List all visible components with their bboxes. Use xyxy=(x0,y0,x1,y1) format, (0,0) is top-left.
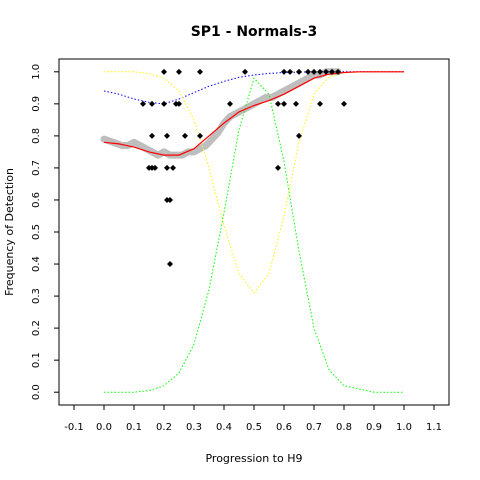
data-point xyxy=(182,132,188,139)
x-tick-label: 0.0 xyxy=(96,422,112,433)
data-point xyxy=(335,68,341,75)
data-point xyxy=(170,164,176,171)
data-point xyxy=(176,68,182,75)
y-tick-label: 0.6 xyxy=(31,192,42,208)
data-point xyxy=(227,100,233,107)
data-point xyxy=(149,132,155,139)
data-point xyxy=(167,261,173,268)
data-point xyxy=(296,68,302,75)
data-point xyxy=(275,164,281,171)
data-point xyxy=(167,196,173,203)
y-tick-label: 0.5 xyxy=(31,224,42,240)
y-tick-label: 0.4 xyxy=(31,256,42,272)
y-axis: 0.0 0.1 0.2 0.3 0.4 0.5 0.6 0.7 0.8 0.9 1.0 xyxy=(31,64,59,400)
chart-title: SP1 - Normals-3 xyxy=(191,24,318,40)
x-tick-label: 0.8 xyxy=(336,422,352,433)
data-point xyxy=(293,100,299,107)
data-point xyxy=(161,100,167,107)
data-point xyxy=(161,68,167,75)
data-point xyxy=(149,100,155,107)
data-point xyxy=(164,132,170,139)
x-tick-label: 0.4 xyxy=(216,422,232,433)
y-tick-label: 1.0 xyxy=(31,64,42,80)
data-point xyxy=(311,68,317,75)
y-tick-label: 0.2 xyxy=(31,320,42,336)
data-point xyxy=(323,68,329,75)
data-point xyxy=(305,68,311,75)
x-axis-label: Progression to H9 xyxy=(205,452,302,465)
y-tick-label: 0.1 xyxy=(31,352,42,368)
data-point xyxy=(281,68,287,75)
y-tick-label: 0.9 xyxy=(31,96,42,112)
blue-dotted-curve xyxy=(103,71,404,105)
x-tick-label: 0.3 xyxy=(186,422,202,433)
y-tick-label: 0.8 xyxy=(31,128,42,144)
data-point xyxy=(152,164,158,171)
data-point xyxy=(197,68,203,75)
data-point xyxy=(197,132,203,139)
x-tick-label: 1.0 xyxy=(396,422,412,433)
green-dotted-curve xyxy=(104,77,404,393)
data-point xyxy=(281,100,287,107)
data-point xyxy=(329,68,335,75)
data-point xyxy=(164,164,170,171)
data-point xyxy=(176,100,182,107)
data-point xyxy=(341,100,347,107)
y-tick-label: 0.7 xyxy=(31,160,42,176)
y-tick-label: 0.0 xyxy=(31,384,42,400)
x-tick-label: 1.1 xyxy=(426,422,442,433)
fit-line xyxy=(103,71,404,156)
y-tick-label: 0.3 xyxy=(31,288,42,304)
data-point xyxy=(275,100,281,107)
data-point xyxy=(287,68,293,75)
x-tick-label: 0.7 xyxy=(306,422,322,433)
data-point xyxy=(296,132,302,139)
data-point xyxy=(140,100,146,107)
x-tick-label: 0.6 xyxy=(276,422,292,433)
x-tick-label: 0.5 xyxy=(246,422,262,433)
data-point xyxy=(242,68,248,75)
data-point xyxy=(317,68,323,75)
x-tick-label: 0.2 xyxy=(156,422,172,433)
x-axis: -0.1 0.0 0.1 0.2 0.3 0.4 0.5 0.6 0.7 0.8 0.9 1.0 1.1 xyxy=(64,405,442,433)
y-axis-label: Frequency of Detection xyxy=(3,168,16,296)
x-tick-label: 0.9 xyxy=(366,422,382,433)
data-point xyxy=(317,100,323,107)
yellow-dotted-curve xyxy=(104,71,404,294)
x-tick-label: 0.1 xyxy=(126,422,142,433)
plot-content xyxy=(100,68,404,393)
x-tick-label: -0.1 xyxy=(64,422,84,433)
